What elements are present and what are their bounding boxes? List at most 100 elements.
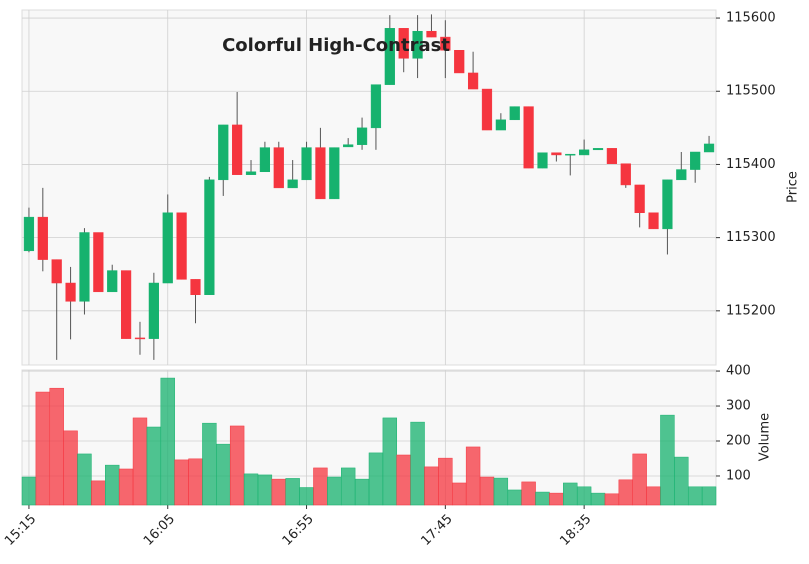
candle-body [176, 212, 187, 280]
volume-bar [327, 476, 342, 506]
plot-layer [21, 10, 720, 509]
candle-body [634, 184, 645, 214]
candle-body [579, 149, 590, 156]
candle-body [356, 127, 368, 145]
volume-bar [576, 486, 592, 506]
volume-axis-label: Volume [758, 413, 773, 461]
candle-body [204, 179, 215, 295]
volume-bar [285, 478, 300, 506]
candle-body [551, 152, 562, 156]
chart-title: Colorful High-Contrast [222, 35, 450, 56]
volume-bar [535, 491, 550, 506]
candle-body [301, 147, 312, 181]
volume-tick-label: 400 [726, 364, 751, 379]
y-tick-label: 115200 [726, 303, 776, 318]
volume-bar [701, 486, 717, 506]
volume-bar [632, 453, 647, 506]
volume-bar [563, 482, 578, 506]
candle-body [190, 279, 201, 295]
candle-body [620, 163, 631, 186]
volume-bar [49, 387, 64, 506]
candle-body [51, 259, 62, 284]
volume-bar [687, 486, 703, 506]
price-panel [21, 9, 717, 366]
x-tick-label: 16:55 [280, 512, 317, 549]
volume-bar [271, 478, 286, 506]
volume-bar [91, 480, 106, 506]
candle-body [481, 88, 493, 131]
candle-body [467, 72, 479, 90]
volume-bar [479, 476, 495, 506]
candle-body [315, 147, 326, 200]
candle-body [440, 36, 451, 51]
candle-body [592, 148, 604, 151]
volume-bar [521, 481, 536, 506]
volume-bar [618, 479, 633, 506]
volume-bar [35, 391, 51, 506]
candle-body [537, 152, 548, 169]
candle-body [37, 216, 48, 260]
candle-body [648, 212, 659, 230]
volume-bar [604, 493, 620, 506]
volume-bar [368, 452, 384, 506]
volume-bar [146, 426, 162, 506]
candle-body [565, 153, 576, 156]
candle-body [703, 143, 715, 153]
candle-body [343, 144, 354, 148]
volume-bar [132, 417, 148, 506]
volume-bar [118, 468, 134, 506]
volume-bar [590, 492, 606, 506]
volume-bar [452, 482, 467, 506]
candle-body [148, 282, 159, 339]
candle-body [509, 106, 520, 121]
candle-body [245, 171, 257, 175]
candle-body [676, 169, 687, 181]
volume-bar [465, 446, 481, 506]
volume-bar [21, 476, 37, 506]
x-tick-label: 18:35 [557, 512, 594, 549]
candle-body [426, 30, 437, 38]
candle-body [120, 270, 132, 339]
volume-bar [507, 489, 522, 506]
candle-body [93, 232, 104, 293]
candle-body [273, 147, 284, 189]
volume-bar [410, 421, 425, 506]
candle-body [65, 282, 76, 302]
volume-bar [549, 492, 564, 506]
volume-bar [340, 467, 356, 506]
candle-body [259, 147, 271, 173]
candle-body [218, 124, 229, 181]
volume-bar [674, 456, 689, 506]
volume-bar [174, 459, 189, 506]
candle-body [287, 179, 298, 189]
candle-body [107, 270, 118, 293]
volume-bar [243, 473, 259, 506]
candle-body [662, 179, 673, 230]
candle-body [232, 124, 243, 175]
y-tick-label: 115600 [726, 11, 776, 26]
volume-bar [202, 422, 217, 506]
candle-body [79, 232, 90, 302]
candle-body [162, 212, 173, 284]
volume-bar [77, 453, 92, 506]
volume-bar [354, 478, 370, 506]
candle-body [412, 30, 423, 59]
candle-body [384, 28, 395, 85]
volume-bar [493, 477, 509, 506]
candle-body [495, 119, 506, 131]
volume-bar [313, 467, 328, 506]
volume-bar [382, 417, 398, 506]
volume-bar [63, 430, 78, 506]
candle-body [23, 216, 35, 252]
volume-bar [660, 414, 675, 506]
volume-bar [646, 486, 661, 506]
candle-body [398, 28, 409, 59]
x-tick-label: 17:45 [419, 512, 456, 549]
volume-bar [424, 466, 439, 506]
candle-body [690, 151, 701, 170]
candle-body [606, 148, 618, 164]
x-tick-label: 16:05 [141, 512, 178, 549]
volume-tick-label: 200 [726, 433, 751, 448]
volume-bar [438, 457, 453, 506]
